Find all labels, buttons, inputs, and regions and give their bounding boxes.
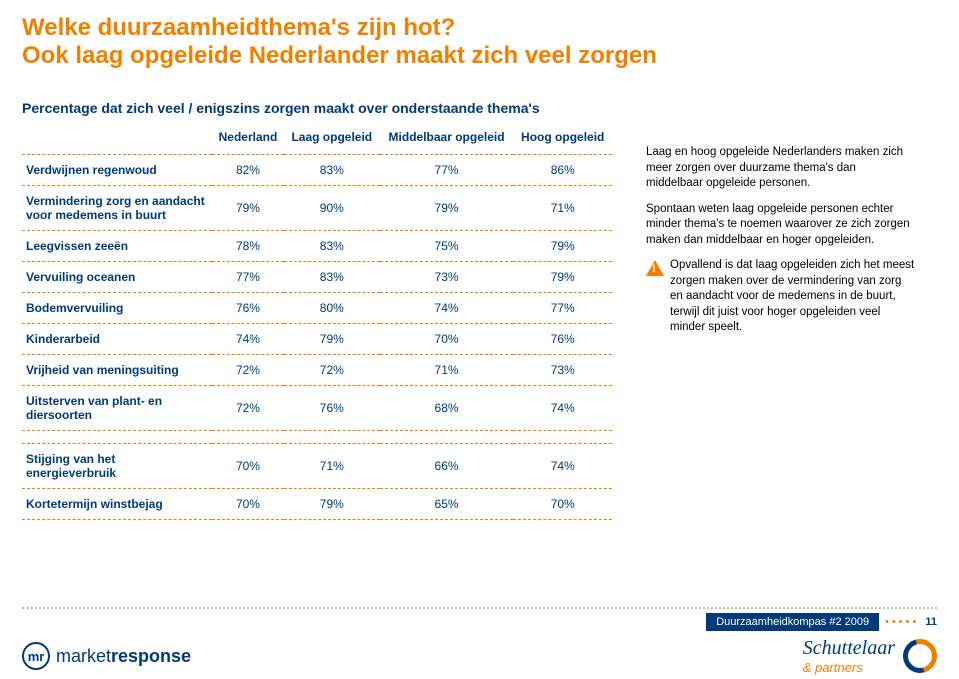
- note-paragraph: Laag en hoog opgeleide Nederlanders make…: [646, 145, 916, 192]
- cell-value: 70%: [513, 489, 612, 520]
- swirl-icon: [903, 639, 937, 673]
- table-lead: Percentage dat zich veel / enigszins zor…: [0, 70, 959, 124]
- cell-value: 70%: [212, 489, 284, 520]
- footer-dots-icon: •••••: [885, 616, 919, 628]
- cell-value: 83%: [284, 231, 380, 262]
- cell-value: 82%: [212, 155, 284, 186]
- row-label: Vervuiling oceanen: [22, 262, 212, 293]
- cell-value: 76%: [513, 324, 612, 355]
- cell-value: 83%: [284, 262, 380, 293]
- col-header: Laag opgeleid: [284, 124, 380, 155]
- cell-value: 80%: [284, 293, 380, 324]
- row-label: Uitsterven van plant- en diersoorten: [22, 386, 212, 431]
- cell-value: 90%: [284, 186, 380, 231]
- cell-value: 86%: [513, 155, 612, 186]
- logo-marketresponse: mr marketresponse: [22, 642, 191, 670]
- table-row: Uitsterven van plant- en diersoorten72%7…: [22, 386, 612, 431]
- cell-value: 79%: [513, 231, 612, 262]
- col-header: Hoog opgeleid: [513, 124, 612, 155]
- row-label: Vrijheid van meningsuiting: [22, 355, 212, 386]
- cell-value: 70%: [212, 444, 284, 489]
- cell-value: 72%: [284, 355, 380, 386]
- cell-value: 76%: [212, 293, 284, 324]
- cell-value: 77%: [513, 293, 612, 324]
- row-label: Kortetermijn winstbejag: [22, 489, 212, 520]
- alert-icon: [646, 260, 664, 276]
- page-footer: Duurzaamheidkompas #2 2009 ••••• 11 mr m…: [0, 607, 959, 679]
- col-header: Middelbaar opgeleid: [380, 124, 514, 155]
- table-row: Stijging van het energieverbruik70%71%66…: [22, 444, 612, 489]
- page-topic-title: Welke duurzaamheidthema's zijn hot?: [0, 0, 959, 42]
- footer-doc-label: Duurzaamheidkompas #2 2009: [706, 613, 879, 631]
- cell-value: 77%: [380, 155, 514, 186]
- logo-badge-icon: mr: [22, 642, 50, 670]
- row-label: Verdwijnen regenwoud: [22, 155, 212, 186]
- cell-value: 79%: [380, 186, 514, 231]
- logo-text-b: response: [111, 646, 191, 666]
- note-paragraph: Opvallend is dat laag opgeleiden zich he…: [670, 258, 916, 336]
- row-label: Vermindering zorg en aandacht voor medem…: [22, 186, 212, 231]
- cell-value: 65%: [380, 489, 514, 520]
- logo-text: Schuttelaar: [803, 637, 895, 660]
- cell-value: 77%: [212, 262, 284, 293]
- page-subtitle: Ook laag opgeleide Nederlander maakt zic…: [0, 42, 959, 70]
- table-header: NederlandLaag opgeleidMiddelbaar opgelei…: [22, 124, 612, 155]
- table-row: Verdwijnen regenwoud82%83%77%86%: [22, 155, 612, 186]
- cell-value: 79%: [513, 262, 612, 293]
- cell-value: 73%: [513, 355, 612, 386]
- note-highlight: Opvallend is dat laag opgeleiden zich he…: [646, 258, 916, 336]
- cell-value: 79%: [212, 186, 284, 231]
- cell-value: 75%: [380, 231, 514, 262]
- row-label: Bodemvervuiling: [22, 293, 212, 324]
- cell-value: 72%: [212, 355, 284, 386]
- page-number: 11: [925, 616, 937, 628]
- cell-value: 83%: [284, 155, 380, 186]
- note-paragraph: Spontaan weten laag opgeleide personen e…: [646, 202, 916, 249]
- row-label: Stijging van het energieverbruik: [22, 444, 212, 489]
- sidebar-notes: Laag en hoog opgeleide Nederlanders make…: [646, 145, 916, 336]
- cell-value: 76%: [284, 386, 380, 431]
- table-row: Vermindering zorg en aandacht voor medem…: [22, 186, 612, 231]
- cell-value: 74%: [212, 324, 284, 355]
- data-table: NederlandLaag opgeleidMiddelbaar opgelei…: [22, 124, 612, 520]
- cell-value: 71%: [284, 444, 380, 489]
- cell-value: 66%: [380, 444, 514, 489]
- cell-value: 74%: [513, 386, 612, 431]
- logo-subtext: & partners: [803, 660, 895, 675]
- footer-meta: Duurzaamheidkompas #2 2009 ••••• 11: [0, 609, 959, 631]
- table-row: Vervuiling oceanen77%83%73%79%: [22, 262, 612, 293]
- cell-value: 79%: [284, 324, 380, 355]
- table-row: Kinderarbeid74%79%70%76%: [22, 324, 612, 355]
- table-row: Bodemvervuiling76%80%74%77%: [22, 293, 612, 324]
- table-body: Verdwijnen regenwoud82%83%77%86%Verminde…: [22, 155, 612, 520]
- cell-value: 68%: [380, 386, 514, 431]
- row-label: Kinderarbeid: [22, 324, 212, 355]
- cell-value: 78%: [212, 231, 284, 262]
- cell-value: 73%: [380, 262, 514, 293]
- logo-schuttelaar: Schuttelaar & partners: [803, 637, 937, 675]
- cell-value: 79%: [284, 489, 380, 520]
- cell-value: 71%: [513, 186, 612, 231]
- logo-text-a: market: [56, 646, 111, 666]
- cell-value: 74%: [513, 444, 612, 489]
- cell-value: 74%: [380, 293, 514, 324]
- cell-value: 72%: [212, 386, 284, 431]
- row-label: Leegvissen zeeën: [22, 231, 212, 262]
- footer-logos: mr marketresponse Schuttelaar & partners: [0, 631, 959, 675]
- table-row: Vrijheid van meningsuiting72%72%71%73%: [22, 355, 612, 386]
- table-row: Leegvissen zeeën78%83%75%79%: [22, 231, 612, 262]
- col-header: Nederland: [212, 124, 284, 155]
- cell-value: 70%: [380, 324, 514, 355]
- col-header-rowlabel: [22, 124, 212, 155]
- table-row: Kortetermijn winstbejag70%79%65%70%: [22, 489, 612, 520]
- cell-value: 71%: [380, 355, 514, 386]
